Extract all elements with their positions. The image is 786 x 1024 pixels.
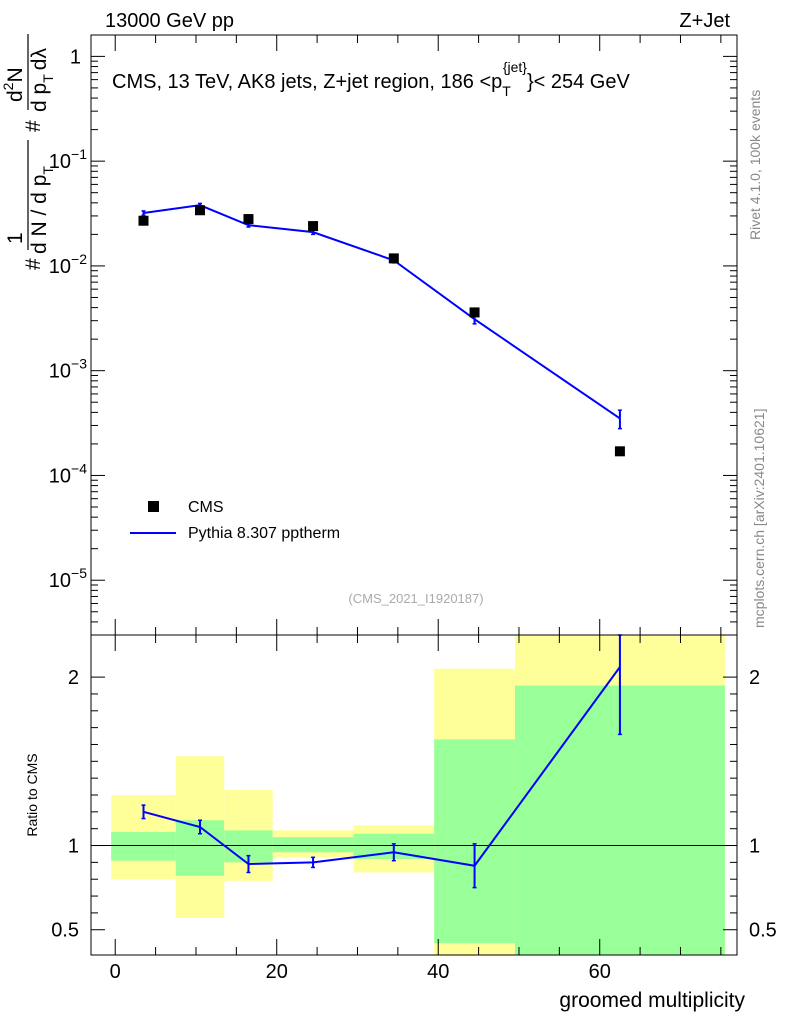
main-y-tick-label: 10−2 [49,251,87,278]
ylabel-num: d [4,90,27,102]
band-green-0 [111,832,176,861]
cms-point [469,307,480,318]
svg-text:1: 1 [4,232,27,244]
x-axis-label: groomed multiplicity [559,989,745,1012]
cms-point [138,215,149,226]
ratio-y-tick-label-right: 1 [749,836,760,858]
axes: 1 10−1 10−2 10−3 10−4 10−5 0 20 40 60 0.5 0.5 1 1 2 2 [49,34,777,983]
collision-label: 13000 GeV pp [105,10,234,32]
ylabel-sub2: T [40,74,56,83]
legend-marker-cms [148,501,159,512]
main-y-tick-label: 10−5 [49,565,87,592]
ratio-y-tick-label: 0.5 [51,920,79,942]
main-y-tick-label: 10−1 [49,146,87,173]
ylabel-hash2: # [22,120,45,132]
cms-point [195,205,206,216]
svg-text:#: # [22,258,45,270]
x-tick-label: 40 [427,961,449,983]
ylabel-sub: T [40,166,56,175]
main-y-tick-label: 10−3 [49,356,87,383]
plot-title-sup: {jet} [503,59,527,75]
ylabel-hash: # [22,258,45,270]
x-tick-label: 0 [110,961,121,983]
cms-point [614,446,625,457]
main-y-tick-label: 10−4 [49,460,87,487]
ratio-y-tick-label: 2 [68,667,79,689]
ratio-data [141,634,622,889]
svg-text:d pTdλ: d pTdλ [28,48,56,112]
svg-text:d N / d pT: d N / d pT [28,166,56,254]
band-green-5 [434,739,515,944]
ylabel-dl: dλ [28,48,51,71]
ratio-y-tick-label-right: 2 [749,667,760,689]
ratio-y-tick-label: 1 [68,836,79,858]
mcplots-info: mcplots.cern.ch [arXiv:2401.10621] [751,409,767,628]
rivet-info: Rivet 4.1.0, 100k events [747,90,763,240]
legend-label-cms: CMS [188,499,224,516]
band-green-3 [272,837,354,853]
main-y-tick-label: 1 [70,46,81,68]
main-data [138,202,625,457]
plot-title: CMS, 13 TeV, AK8 jets, Z+jet region, 186… [112,59,630,99]
svg-text:#: # [22,120,45,132]
ratio-y-tick-label-right: 0.5 [749,920,777,942]
ylabel-sq: 2 [0,82,16,90]
pythia-line [143,204,621,420]
process-label: Z+Jet [679,10,730,32]
ylabel-one: 1 [4,232,27,244]
ratio-bands [91,635,737,955]
ylabel-n: N [4,67,27,82]
cms-point [308,221,319,232]
x-tick-label: 60 [589,961,611,983]
ylabel-denom: d N / d p [28,175,51,254]
main-y-label: # 1 d N / d pT # d2N d pTdλ [0,34,56,270]
ylabel-den2: d p [28,83,51,112]
cms-point [243,214,254,225]
ratio-y-label: Ratio to CMS [24,753,40,836]
plot-title-suffix: }< 254 GeV [527,71,631,93]
x-tick-label: 20 [266,961,288,983]
analysis-watermark: (CMS_2021_I1920187) [348,591,483,606]
legend-label-pythia: Pythia 8.307 pptherm [188,525,340,542]
plot-title-prefix: CMS, 13 TeV, AK8 jets, Z+jet region, 186… [112,71,502,93]
cms-point [388,253,399,264]
main-frame [90,34,738,636]
svg-text:d2N: d2N [0,67,27,102]
plot-title-sub: T [502,83,511,99]
